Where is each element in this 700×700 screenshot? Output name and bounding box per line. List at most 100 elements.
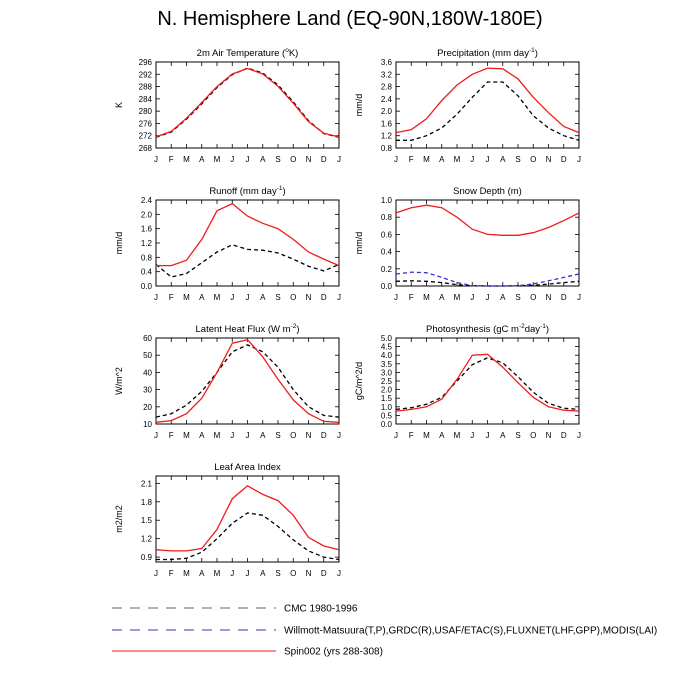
x-tick-label: J [470, 293, 474, 302]
y-tick-label: 1.0 [381, 196, 393, 205]
y-tick-label: 20 [143, 403, 152, 412]
y-tick-label: 2.0 [381, 386, 393, 395]
x-tick-label: M [183, 155, 190, 164]
y-tick-label: 284 [139, 95, 153, 104]
panel-5: Photosynthesis (gC m-2day-1) gC/m^2/d 0.00… [354, 323, 581, 440]
x-tick-label: A [500, 155, 506, 164]
x-tick-label: J [230, 155, 234, 164]
x-tick-label: S [275, 155, 280, 164]
y-tick-label: 2.1 [141, 479, 153, 488]
x-tick-label: F [409, 431, 414, 440]
y-tick-label: 280 [139, 107, 153, 116]
y-tick-label: 3.0 [381, 368, 393, 377]
y-axis-label: mm/d [354, 94, 364, 117]
y-tick-label: 0.9 [141, 553, 153, 562]
x-tick-label: A [260, 155, 266, 164]
y-tick-label: 3.6 [381, 58, 393, 67]
y-tick-label: 1.5 [141, 516, 153, 525]
x-tick-label: O [290, 155, 296, 164]
legend: CMC 1980-1996 Willmott-Matsuura(T,P),GRDC… [112, 604, 657, 658]
x-tick-label: A [260, 431, 266, 440]
y-tick-label: 10 [143, 420, 152, 429]
x-tick-label: J [246, 293, 250, 302]
x-tick-label: D [321, 293, 327, 302]
series-line-spin002 [395, 67, 580, 134]
x-tick-label: J [337, 431, 341, 440]
x-tick-label: O [530, 293, 536, 302]
x-tick-label: O [530, 431, 536, 440]
x-tick-label: S [515, 431, 520, 440]
y-tick-label: 2.4 [141, 196, 153, 205]
series-line-usaf-etac [395, 271, 580, 287]
y-tick-label: 1.5 [381, 394, 393, 403]
series-line-willmott-matsuura [155, 67, 340, 138]
x-tick-label: F [169, 431, 174, 440]
y-tick-label: 0.0 [381, 282, 393, 291]
x-tick-label: J [337, 155, 341, 164]
x-tick-label: M [214, 293, 221, 302]
y-tick-label: 292 [139, 70, 153, 79]
y-tick-label: 40 [143, 368, 152, 377]
plot-frame [155, 199, 340, 287]
y-tick-label: 296 [139, 58, 153, 67]
x-tick-label: N [546, 293, 552, 302]
y-tick-label: 2.4 [381, 95, 393, 104]
series-line-spin002 [155, 338, 340, 423]
y-tick-label: 276 [139, 119, 153, 128]
y-tick-label: 2.0 [381, 107, 393, 116]
x-tick-label: M [183, 431, 190, 440]
x-tick-label: M [423, 293, 430, 302]
y-tick-label: 0.8 [381, 213, 393, 222]
y-tick-label: 2.8 [381, 83, 393, 92]
y-tick-label: 0.6 [381, 230, 393, 239]
y-axis-label: K [114, 102, 124, 108]
x-tick-label: J [394, 431, 398, 440]
plot-frame [155, 61, 340, 149]
x-tick-label: J [577, 431, 581, 440]
x-tick-label: N [306, 293, 312, 302]
x-tick-label: M [214, 431, 221, 440]
x-tick-label: D [321, 155, 327, 164]
x-tick-label: J [394, 155, 398, 164]
x-tick-label: F [169, 569, 174, 578]
x-tick-label: J [577, 293, 581, 302]
x-tick-label: D [561, 155, 567, 164]
x-tick-label: J [470, 431, 474, 440]
x-tick-label: J [470, 155, 474, 164]
plot-frame [155, 475, 340, 563]
series-line-spin002 [395, 353, 580, 412]
y-tick-label: 1.2 [381, 132, 393, 141]
plot-frame [395, 61, 580, 149]
x-tick-label: D [561, 293, 567, 302]
y-tick-label: 5.0 [381, 334, 393, 343]
panel-title: Leaf Area Index [214, 462, 281, 473]
x-tick-label: M [214, 569, 221, 578]
x-tick-label: A [199, 569, 205, 578]
x-tick-label: M [423, 155, 430, 164]
legend-label-1: Willmott-Matsuura(T,P),GRDC(R),USAF/ETAC… [284, 626, 657, 637]
y-tick-label: 268 [139, 144, 153, 153]
y-axis-label: mm/d [114, 232, 124, 255]
x-tick-label: J [577, 155, 581, 164]
series-line-fluxnet [155, 344, 340, 418]
y-tick-label: 288 [139, 83, 153, 92]
x-tick-label: A [199, 155, 205, 164]
x-tick-label: M [183, 293, 190, 302]
x-tick-label: J [154, 155, 158, 164]
y-tick-label: 0.5 [381, 411, 393, 420]
series-line-spin002 [155, 485, 340, 552]
y-tick-label: 272 [139, 132, 153, 141]
series-line-grdc [155, 244, 340, 278]
panel-title: Precipitation (mm day-1) [437, 47, 538, 59]
x-tick-label: D [321, 569, 327, 578]
x-tick-label: A [500, 293, 506, 302]
x-tick-label: S [275, 569, 280, 578]
y-tick-label: 4.5 [381, 343, 393, 352]
x-tick-label: O [290, 431, 296, 440]
x-tick-label: J [230, 569, 234, 578]
y-tick-label: 1.2 [141, 535, 153, 544]
y-tick-label: 2.0 [141, 210, 153, 219]
x-tick-label: M [454, 431, 461, 440]
